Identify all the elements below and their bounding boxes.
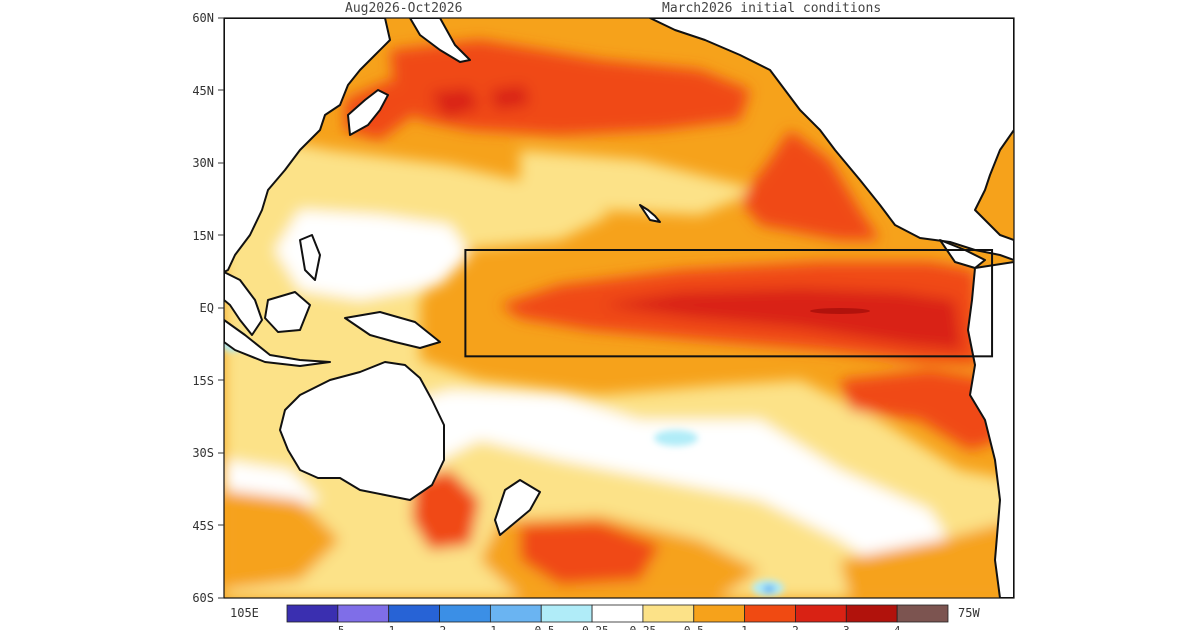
zone-red-california	[740, 130, 880, 240]
colorbar-swatch	[489, 604, 542, 623]
lat-label-eq: EQ	[200, 301, 214, 315]
land-north-america	[649, 18, 1014, 261]
land-indochina	[224, 271, 263, 336]
colorbar-label: -0.25	[576, 624, 609, 630]
land-australia	[279, 361, 445, 501]
colorbar-swatch	[744, 604, 796, 623]
zone-cool-blue-small	[763, 585, 775, 593]
lat-label-45n: 45N	[192, 84, 214, 98]
land-new-guinea	[344, 311, 441, 349]
land-kamchatka	[409, 18, 471, 63]
zone-light-yellow-north	[520, 150, 760, 215]
lat-label-60n: 60N	[192, 11, 214, 25]
land-borneo	[264, 291, 311, 333]
colorbar-label: 3	[843, 624, 850, 630]
season-header: Aug2026-Oct2026	[345, 1, 462, 16]
land-philippines	[299, 234, 321, 281]
land-hawaii	[639, 204, 661, 223]
colorbar-swatch	[845, 604, 898, 623]
colorbar-label: 1	[741, 624, 748, 630]
zone-cool-light-blue-1	[654, 430, 698, 446]
zone-red-tasman	[412, 470, 480, 550]
colorbar-swatch	[337, 604, 390, 623]
zone-darkred-north	[430, 85, 530, 118]
colorbar-label: -5	[331, 624, 344, 630]
zone-orange-southeast	[840, 520, 1014, 598]
land-asia	[224, 18, 391, 273]
colorbar-label: -1	[484, 624, 497, 630]
zone-white-west-pacific	[275, 210, 470, 300]
lat-label-45s: 45S	[192, 519, 214, 533]
colorbar-swatch	[896, 604, 949, 623]
zone-darkest-enso-core	[810, 308, 870, 314]
colorbar-label: -0.5	[528, 624, 555, 630]
zone-red-north-pacific	[390, 40, 750, 135]
land-south-america	[967, 261, 1014, 598]
lat-label-15n: 15N	[192, 229, 214, 243]
colorbar-label: -2	[433, 624, 446, 630]
land-sumatra-java	[224, 319, 331, 367]
lat-label-15s: 15S	[192, 374, 214, 388]
lat-label-60s: 60S	[192, 591, 214, 605]
colorbar-label: 0.5	[684, 624, 704, 630]
colorbar-swatch	[693, 604, 746, 623]
land-new-zealand	[494, 479, 541, 536]
colorbar-swatch	[388, 604, 440, 623]
lat-label-30s: 30S	[192, 446, 214, 460]
zone-orange-south	[224, 490, 340, 590]
zone-red-peru	[840, 370, 1000, 450]
colorbar-swatch	[439, 604, 491, 623]
colorbar: -5 -1 -2 -1 -0.5 -0.25 0.25 0.5 1 2 3 4	[286, 604, 949, 630]
colorbar-label: 0.25	[630, 624, 657, 630]
anomaly-map	[224, 18, 1014, 598]
colorbar-swatch	[591, 604, 644, 623]
colorbar-swatch	[286, 604, 339, 623]
coastlines	[224, 18, 1014, 598]
colorbar-label: -1	[382, 624, 395, 630]
lon-label-west: 105E	[230, 606, 259, 620]
colorbar-swatch	[795, 604, 847, 623]
nino-region-box	[464, 249, 994, 358]
zone-red-south-mid	[520, 522, 660, 585]
colorbar-label: 4	[894, 624, 901, 630]
land-central-america	[939, 239, 986, 269]
lat-label-30n: 30N	[192, 156, 214, 170]
land-japan	[347, 89, 389, 136]
initial-conditions-header: March2026 initial conditions	[662, 1, 881, 16]
colorbar-label: 2	[792, 624, 799, 630]
colorbar-swatch	[540, 604, 593, 623]
lon-label-east: 75W	[958, 606, 980, 620]
zone-white-south-pacific	[300, 390, 960, 580]
zone-darkred-enso-core	[600, 288, 962, 350]
latitude-axis: 60N 45N 30N 15N EQ 15S 30S 45S 60S	[192, 11, 224, 605]
colorbar-swatch	[642, 604, 695, 623]
